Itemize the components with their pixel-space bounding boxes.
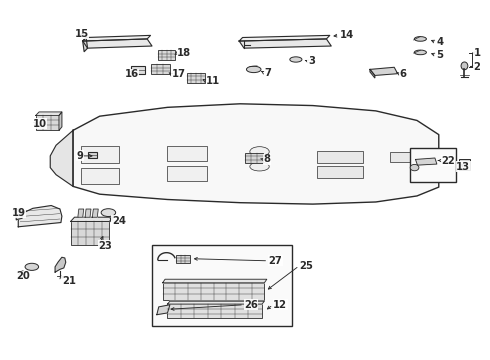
Ellipse shape [415, 50, 426, 55]
Text: 19: 19 [11, 208, 25, 217]
Text: 25: 25 [299, 261, 313, 271]
Bar [71, 221, 109, 244]
Text: 4: 4 [437, 37, 443, 48]
Ellipse shape [410, 165, 419, 171]
Polygon shape [71, 217, 113, 221]
Bar [81, 168, 119, 184]
Ellipse shape [290, 57, 302, 62]
Bar [158, 50, 175, 60]
Text: 8: 8 [264, 154, 270, 165]
Bar [317, 150, 363, 163]
Text: 23: 23 [98, 240, 112, 251]
Bar [459, 159, 470, 170]
Polygon shape [36, 112, 62, 116]
Bar [391, 152, 419, 162]
Bar [163, 283, 265, 300]
Polygon shape [370, 69, 375, 78]
Text: 18: 18 [177, 48, 191, 58]
Bar [168, 304, 262, 318]
Polygon shape [416, 158, 437, 165]
Polygon shape [85, 209, 91, 217]
Text: 2: 2 [474, 62, 481, 72]
Ellipse shape [101, 209, 116, 216]
Polygon shape [73, 104, 439, 204]
Text: 1: 1 [474, 48, 481, 58]
Polygon shape [370, 67, 397, 76]
Bar [410, 148, 456, 182]
Text: 22: 22 [441, 156, 455, 166]
Polygon shape [157, 305, 170, 315]
Text: 26: 26 [244, 300, 258, 310]
Bar [168, 166, 207, 181]
Polygon shape [168, 301, 265, 304]
Polygon shape [18, 206, 62, 227]
Bar [152, 244, 293, 326]
Polygon shape [55, 257, 66, 272]
Bar [131, 66, 145, 74]
Polygon shape [59, 112, 62, 130]
Polygon shape [163, 279, 267, 283]
Ellipse shape [246, 66, 261, 73]
Polygon shape [15, 208, 22, 220]
Ellipse shape [25, 263, 39, 270]
Text: 9: 9 [76, 151, 83, 161]
Text: 11: 11 [206, 76, 220, 86]
Polygon shape [83, 39, 152, 48]
Bar [81, 146, 119, 163]
Bar [317, 166, 363, 178]
Bar [176, 256, 190, 263]
Text: 14: 14 [340, 30, 354, 40]
Ellipse shape [250, 147, 269, 157]
Text: 6: 6 [399, 69, 406, 79]
Text: 20: 20 [16, 271, 30, 282]
Text: 10: 10 [33, 119, 47, 129]
Polygon shape [93, 209, 98, 217]
Ellipse shape [461, 62, 468, 70]
Text: 16: 16 [125, 69, 139, 79]
Polygon shape [78, 209, 84, 217]
Text: 21: 21 [62, 276, 76, 286]
Polygon shape [239, 35, 330, 41]
Text: 17: 17 [172, 69, 185, 79]
Bar [88, 152, 97, 158]
Text: 24: 24 [112, 216, 126, 226]
Text: 15: 15 [74, 29, 89, 39]
Polygon shape [239, 39, 331, 48]
Polygon shape [83, 37, 88, 52]
Text: 5: 5 [437, 50, 443, 60]
Text: 12: 12 [273, 300, 287, 310]
Text: 7: 7 [265, 68, 271, 78]
Ellipse shape [250, 162, 269, 171]
Bar [168, 145, 207, 161]
Text: 13: 13 [456, 162, 470, 171]
Text: 3: 3 [308, 56, 315, 66]
Bar [245, 153, 264, 163]
Bar [187, 73, 205, 83]
Bar [36, 116, 59, 130]
Polygon shape [50, 130, 73, 186]
Bar [150, 64, 170, 74]
Text: 27: 27 [268, 256, 282, 266]
Polygon shape [83, 35, 150, 41]
Ellipse shape [415, 37, 426, 41]
